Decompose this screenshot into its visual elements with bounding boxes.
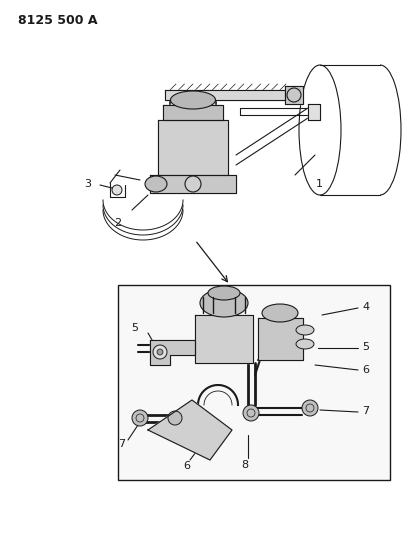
Ellipse shape [296, 339, 314, 349]
Circle shape [157, 349, 163, 355]
Text: 1: 1 [316, 179, 323, 189]
Polygon shape [165, 90, 285, 100]
Ellipse shape [208, 286, 240, 300]
Polygon shape [148, 400, 232, 460]
Circle shape [302, 400, 318, 416]
Text: 7: 7 [362, 406, 369, 416]
Circle shape [153, 345, 167, 359]
Text: 6: 6 [183, 461, 191, 471]
Circle shape [168, 411, 182, 425]
Circle shape [185, 176, 201, 192]
Text: 6: 6 [362, 365, 369, 375]
Polygon shape [163, 105, 223, 120]
Polygon shape [308, 104, 320, 120]
Circle shape [112, 185, 122, 195]
Text: 5: 5 [132, 323, 139, 333]
Ellipse shape [200, 289, 248, 317]
Polygon shape [150, 340, 195, 365]
Polygon shape [195, 315, 253, 363]
Bar [118, 285, 390, 480]
Text: 8125 500 A: 8125 500 A [18, 14, 97, 27]
Circle shape [243, 405, 259, 421]
Text: 3: 3 [85, 179, 92, 189]
Polygon shape [158, 120, 228, 175]
Polygon shape [258, 318, 303, 360]
Text: 7: 7 [118, 439, 126, 449]
Text: 4: 4 [362, 302, 369, 312]
Text: 8: 8 [241, 460, 249, 470]
Text: 2: 2 [114, 218, 122, 228]
Ellipse shape [171, 91, 215, 109]
Ellipse shape [145, 176, 167, 192]
Ellipse shape [262, 304, 298, 322]
Text: 5: 5 [362, 342, 369, 352]
Ellipse shape [296, 325, 314, 335]
Circle shape [132, 410, 148, 426]
Polygon shape [285, 86, 303, 104]
Polygon shape [150, 175, 236, 193]
